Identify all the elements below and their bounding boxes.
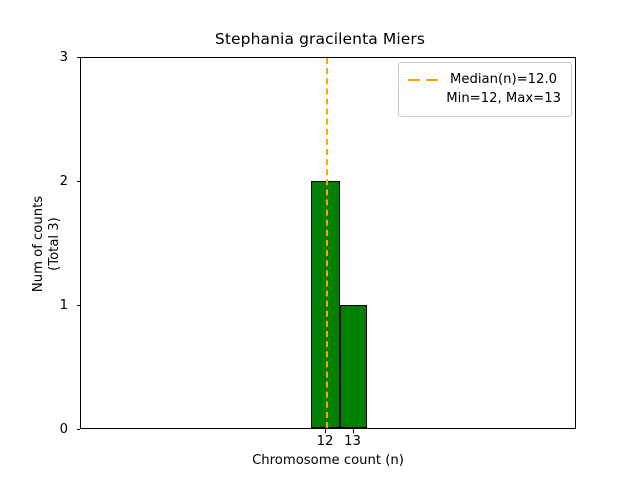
x-tick-label-12: 12 — [316, 434, 334, 449]
x-tick-mark-13 — [352, 429, 354, 433]
legend-label-minmax: Min=12, Max=13 — [446, 91, 561, 106]
y-tick-mark-0 — [76, 428, 81, 430]
legend-label-median: Median(n)=12.0 — [450, 72, 558, 87]
legend-entry-minmax: Min=12, Max=13 — [408, 89, 562, 108]
bar-13 — [339, 304, 367, 428]
x-tick-label-13: 13 — [344, 434, 361, 449]
y-tick-mark-2 — [76, 180, 81, 182]
bar-12 — [311, 181, 340, 428]
y-tick-label-1: 1 — [59, 297, 68, 313]
median-line — [325, 58, 328, 428]
x-axis-label: Chromosome count (n) — [252, 453, 404, 468]
y-tick-label-0: 0 — [59, 421, 68, 437]
y-tick-label-3: 3 — [59, 49, 68, 65]
y-tick-mark-1 — [76, 304, 81, 306]
legend-entry-median: Median(n)=12.0 — [408, 70, 562, 89]
chart-title: Stephania gracilenta Miers — [214, 30, 426, 48]
dashed-line-icon — [408, 73, 442, 87]
y-tick-mark-3 — [76, 56, 81, 58]
y-axis-label-line-2: (Total 3) — [47, 217, 62, 271]
legend: Median(n)=12.0 Min=12, Max=13 — [398, 62, 572, 117]
y-tick-label-2: 2 — [59, 173, 68, 189]
x-tick-mark-12 — [325, 429, 327, 433]
plot-canvas — [81, 58, 575, 428]
y-axis-label: Num of counts (Total 3) — [31, 58, 63, 430]
plot-axes-area — [80, 57, 576, 429]
y-axis-label-line-1: Num of counts — [31, 195, 46, 293]
